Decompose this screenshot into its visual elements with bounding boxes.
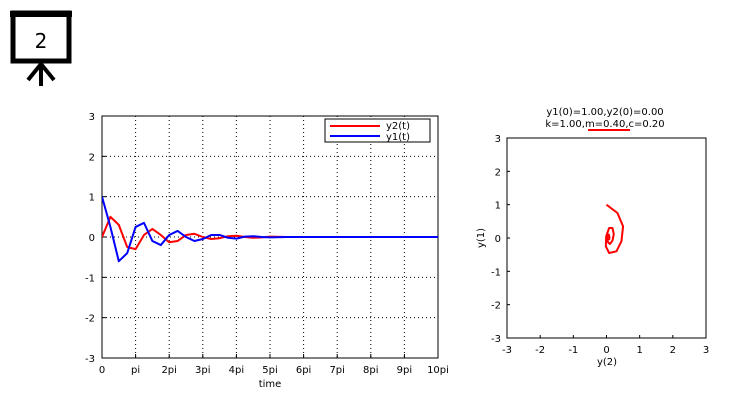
presentation-board-icon xyxy=(10,10,72,86)
x-tick-label: 10pi xyxy=(427,365,449,376)
legend: y2(t) y1(t) xyxy=(324,118,431,143)
x-axis-label: time xyxy=(259,379,282,390)
x-tick-label: 0 xyxy=(99,365,105,376)
series-line-y1t xyxy=(102,196,438,263)
x-tick-label: 9pi xyxy=(397,365,413,376)
x-tick-label: pi xyxy=(131,365,140,376)
y-tick-label: -2 xyxy=(85,314,95,325)
slide-number: 2 xyxy=(34,29,48,53)
x-tick-label: 7pi xyxy=(329,365,345,376)
y-tick-label: 0 xyxy=(89,233,95,244)
x-tick-label: 8pi xyxy=(363,365,379,376)
y-tick-label: 2 xyxy=(89,152,95,163)
x-tick-label: 5pi xyxy=(262,365,278,376)
legend-label-y2: y2(t) xyxy=(386,121,410,132)
y-tick-label: -3 xyxy=(85,354,95,365)
legend-label-y1: y1(t) xyxy=(386,132,410,143)
y-tick-label: 3 xyxy=(89,112,95,123)
x-tick-label: 2pi xyxy=(161,365,177,376)
y-tick-label: 1 xyxy=(89,193,95,204)
x-tick-label: 4pi xyxy=(229,365,245,376)
x-tick-label: 6pi xyxy=(296,365,312,376)
x-tick-label: 3pi xyxy=(195,365,211,376)
y-tick-label: -1 xyxy=(85,273,95,284)
